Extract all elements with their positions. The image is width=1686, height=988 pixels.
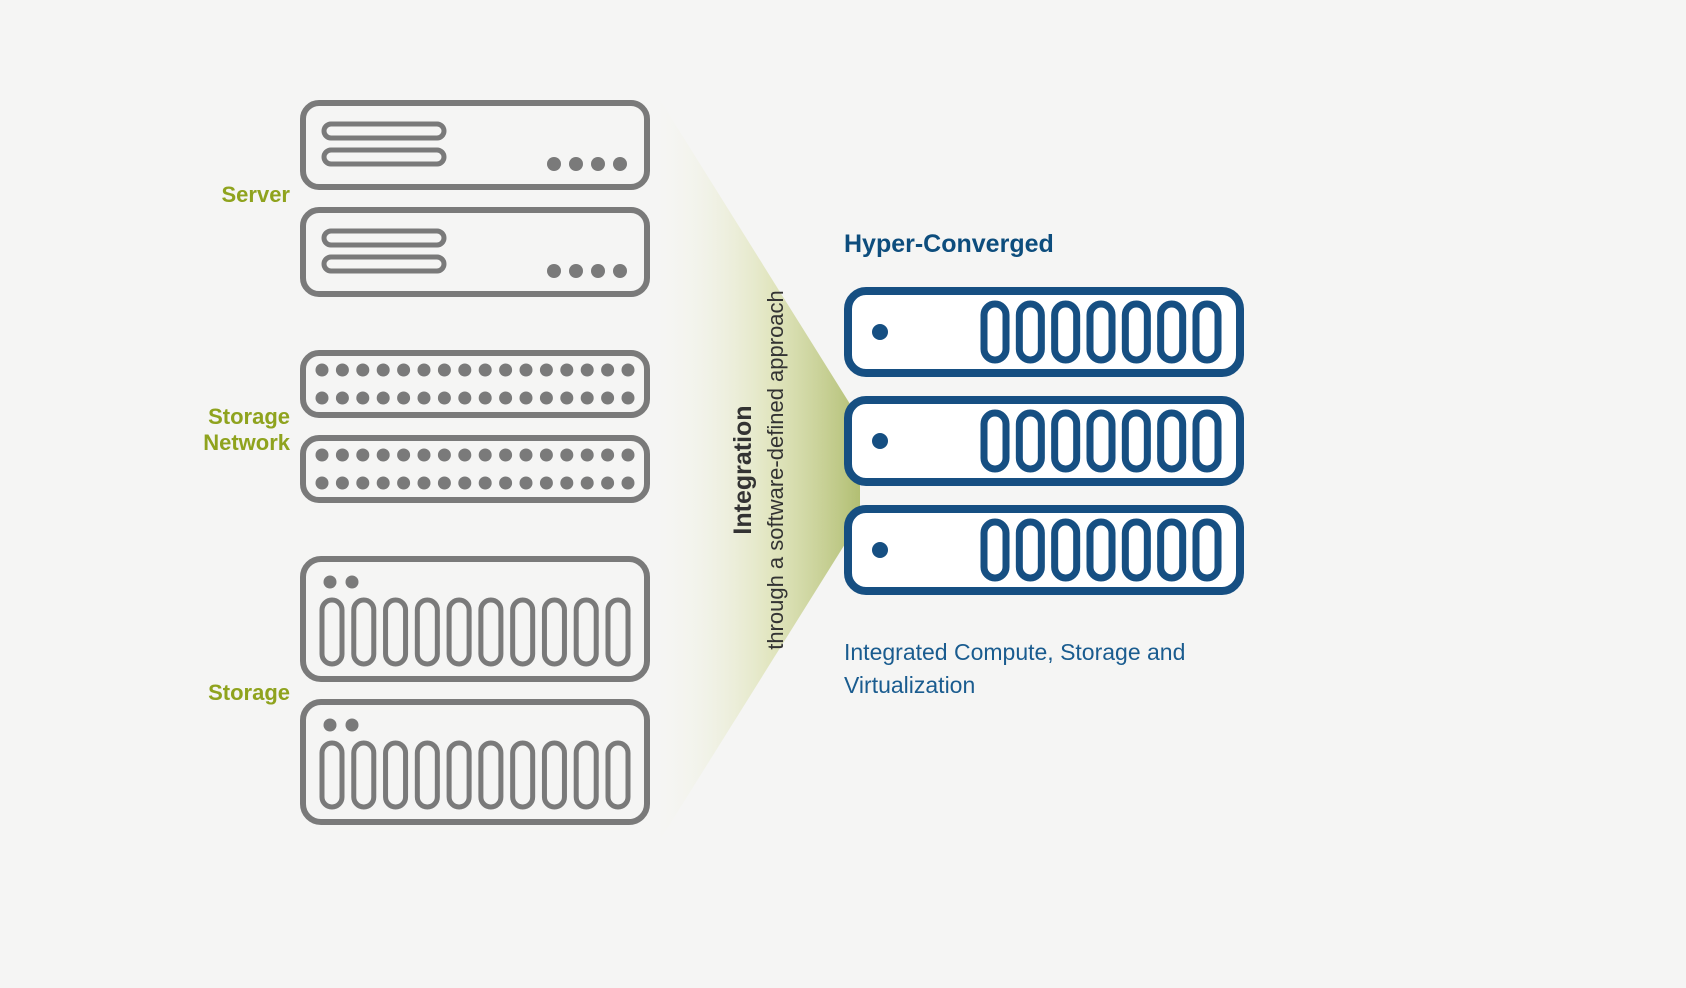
server-unit-icon [300,207,650,297]
server-group [300,100,660,302]
storage-group [300,556,660,830]
left-hardware-column [300,100,660,878]
storage-unit-icon [300,699,650,825]
storage-unit-icon [300,556,650,682]
hc-node [844,396,1264,491]
hc-node [844,505,1264,600]
label-storage-network: Storage Network [203,404,290,457]
arrow-subtitle: through a software-defined approach [763,290,788,650]
hc-node-icon [844,505,1244,595]
switch-unit [300,350,660,423]
hyper-converged-caption: Integrated Compute, Storage and Virtuali… [844,636,1214,703]
label-storage-network-l2: Network [203,430,290,455]
storage-unit [300,556,660,687]
storage-network-group [300,350,660,508]
label-server: Server [221,182,290,208]
switch-unit [300,435,660,508]
switch-unit-icon [300,435,650,503]
hc-node [844,287,1264,382]
server-unit-icon [300,100,650,190]
arrow-text: Integration through a software-defined a… [729,220,791,720]
hc-node-icon [844,396,1244,486]
server-unit [300,100,660,195]
arrow-title: Integration [729,220,758,720]
label-storage-network-l1: Storage [208,404,290,429]
integration-arrow: Integration through a software-defined a… [660,100,860,840]
storage-unit [300,699,660,830]
diagram-root: Server Storage Network Storage Integrati… [0,0,1686,988]
right-column: Hyper-Converged Integrated Compute, Stor… [844,230,1264,703]
switch-unit-icon [300,350,650,418]
hc-node-icon [844,287,1244,377]
hyper-converged-title: Hyper-Converged [844,230,1264,259]
label-storage: Storage [208,680,290,706]
server-unit [300,207,660,302]
